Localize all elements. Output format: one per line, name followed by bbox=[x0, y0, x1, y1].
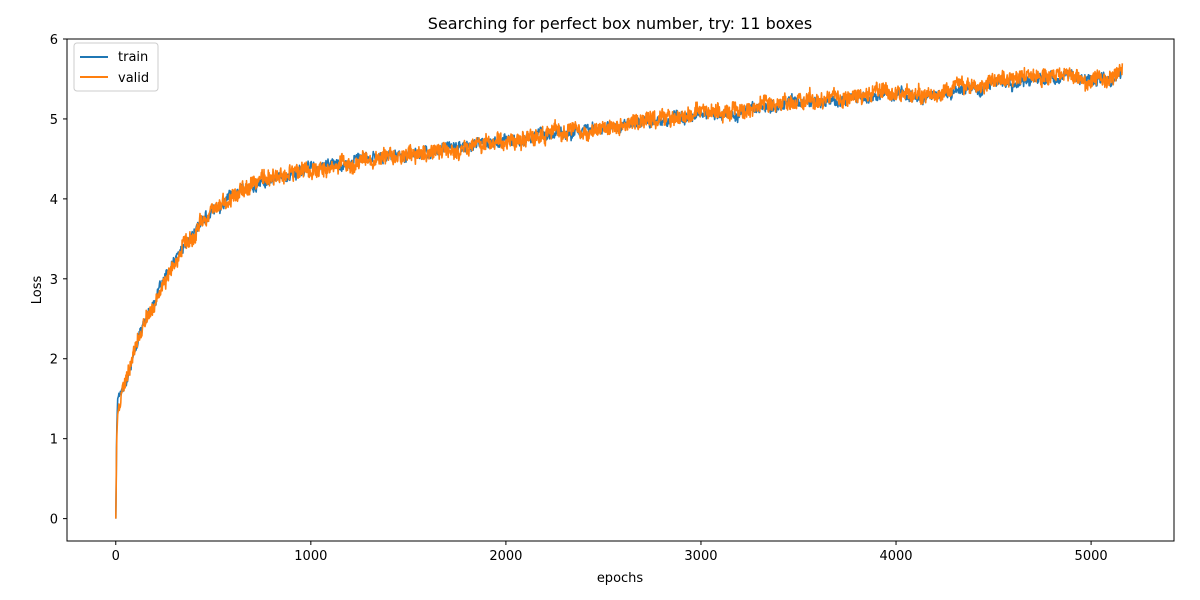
y-axis-label: Loss bbox=[30, 276, 45, 305]
legend-label-train: train bbox=[118, 50, 148, 65]
y-tick-label: 1 bbox=[50, 433, 58, 448]
y-axis: 0 1 2 3 4 5 6 bbox=[50, 33, 67, 528]
chart-title: Searching for perfect box number, try: 1… bbox=[428, 14, 812, 33]
x-axis: 0 1000 2000 3000 4000 5000 bbox=[112, 541, 1108, 564]
y-tick-label: 4 bbox=[50, 193, 58, 208]
y-tick-label: 0 bbox=[50, 513, 58, 528]
legend-box bbox=[73, 42, 159, 92]
series-layer bbox=[115, 63, 1124, 519]
plot-frame bbox=[66, 38, 1175, 542]
legend: train valid bbox=[73, 42, 159, 92]
x-tick-label: 3000 bbox=[684, 549, 717, 564]
y-tick-label: 5 bbox=[50, 113, 58, 128]
x-tick-label: 4000 bbox=[879, 549, 912, 564]
legend-label-valid: valid bbox=[118, 71, 149, 86]
x-tick-label: 0 bbox=[112, 549, 120, 564]
y-tick-label: 2 bbox=[50, 353, 58, 368]
series-line-valid bbox=[115, 63, 1124, 519]
x-tick-label: 2000 bbox=[489, 549, 522, 564]
y-tick-label: 3 bbox=[50, 273, 58, 288]
plot-area bbox=[67, 39, 1174, 541]
x-axis-label: epochs bbox=[597, 571, 644, 586]
x-tick-label: 5000 bbox=[1075, 549, 1108, 564]
x-tick-label: 1000 bbox=[294, 549, 327, 564]
y-tick-label: 6 bbox=[50, 33, 58, 48]
